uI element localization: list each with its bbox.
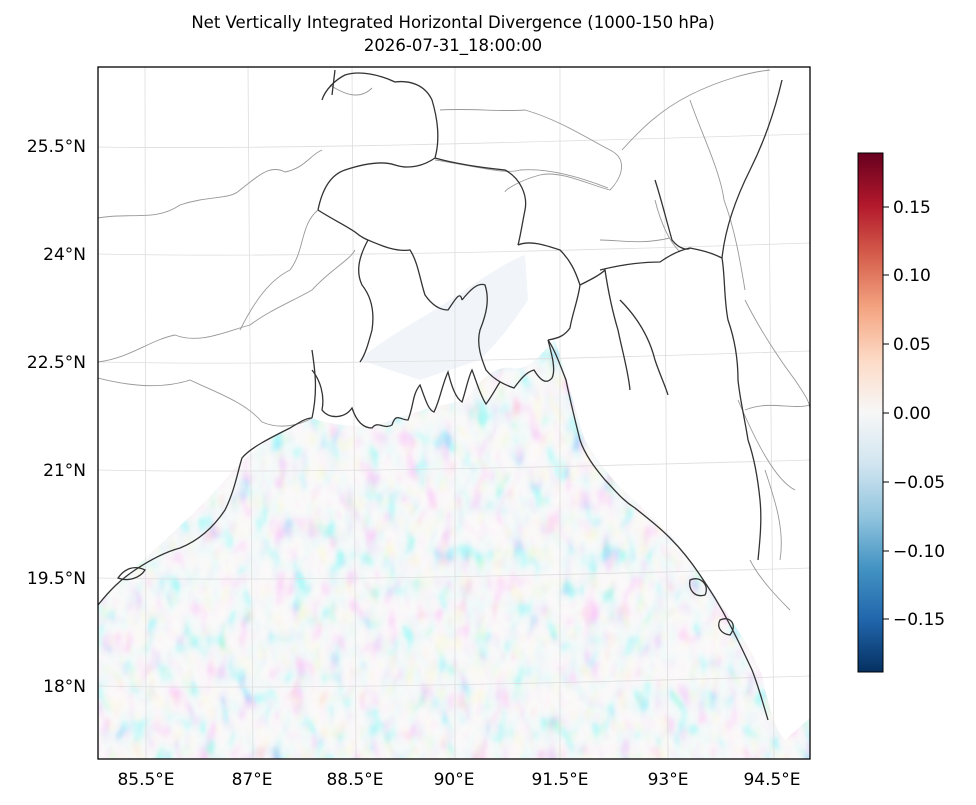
map-title: Net Vertically Integrated Horizontal Div…	[191, 13, 715, 32]
colorbar-tick-labels: 0.15 0.10 0.05 0.00 −0.05 −0.10 −0.15	[893, 198, 945, 630]
lon-tick-label: 90°E	[434, 770, 475, 790]
lon-tick-label: 85.5°E	[117, 770, 174, 790]
lon-tick-label: 93°E	[648, 770, 689, 790]
map-gridlines	[98, 67, 810, 759]
colorbar-tick-label: −0.15	[893, 610, 945, 630]
lat-tick-label: 18°N	[43, 677, 86, 697]
lat-tick-label: 25.5°N	[27, 137, 86, 157]
lat-tick-label: 21°N	[43, 461, 86, 481]
lon-tick-label: 94.5°E	[743, 770, 800, 790]
colorbar-tick-label: 0.05	[893, 335, 931, 355]
colorbar-tick-label: 0.00	[893, 404, 931, 424]
lon-tick-label: 91.5°E	[531, 770, 588, 790]
lon-tick-labels: 85.5°E 87°E 88.5°E 90°E 91.5°E 93°E 94.5…	[117, 770, 800, 790]
colorbar-gradient	[857, 152, 884, 673]
lon-tick-label: 87°E	[232, 770, 273, 790]
map-subtitle: 2026-07-31_18:00:00	[363, 36, 543, 55]
lat-tick-labels: 25.5°N 24°N 22.5°N 21°N 19.5°N 18°N	[27, 137, 86, 697]
coastline-and-borders	[98, 69, 783, 721]
lat-tick-label: 19.5°N	[27, 569, 86, 589]
colorbar-tick-label: 0.15	[893, 198, 931, 218]
lat-tick-label: 24°N	[43, 245, 86, 265]
colorbar-tick-label: −0.10	[893, 542, 945, 562]
colorbar: 0.15 0.10 0.05 0.00 −0.05 −0.10 −0.15	[857, 152, 945, 673]
divergence-field	[98, 67, 810, 759]
colorbar-ticks	[883, 206, 889, 620]
colorbar-tick-label: −0.05	[893, 473, 945, 493]
lon-tick-label: 88.5°E	[326, 770, 383, 790]
lat-tick-label: 22.5°N	[27, 353, 86, 373]
colorbar-tick-label: 0.10	[893, 266, 931, 286]
map-frame	[97, 66, 811, 760]
